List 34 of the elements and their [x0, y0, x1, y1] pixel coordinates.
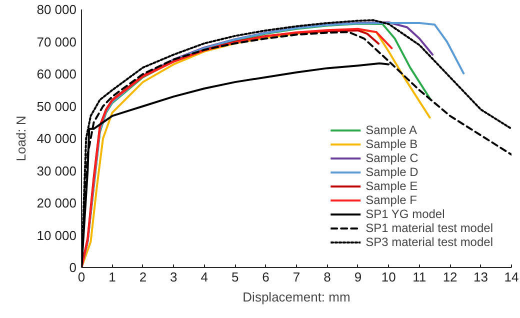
x-tick-label: 14 — [504, 270, 519, 284]
legend-label: Sample F — [366, 193, 417, 207]
y-tick-label: 60 000 — [36, 66, 77, 82]
y-tick-label: 80 000 — [36, 2, 77, 17]
legend-label: SP1 YG model — [366, 207, 445, 221]
y-tick-label: 50 000 — [36, 98, 77, 114]
x-tick-label: 7 — [292, 270, 300, 284]
x-tick-label: 5 — [231, 270, 239, 284]
x-tick-label: 8 — [324, 270, 331, 284]
x-tick-label: 10 — [381, 270, 396, 284]
legend-label: Sample E — [366, 179, 418, 193]
x-tick-label: 12 — [442, 270, 458, 284]
y-tick-label: 0 — [69, 260, 77, 275]
legend-label: Sample A — [366, 123, 417, 137]
x-tick-label: 2 — [139, 270, 147, 284]
legend-label: Sample C — [366, 151, 418, 165]
x-tick-label: 9 — [354, 270, 362, 284]
legend-label: SP1 material test model — [366, 221, 493, 235]
y-axis-title: Load: N — [14, 116, 29, 162]
y-tick-label: 10 000 — [36, 228, 77, 243]
y-tick-label: 20 000 — [36, 196, 77, 210]
y-tick-label: 40 000 — [36, 131, 77, 146]
x-tick-label: 4 — [200, 270, 208, 284]
x-tick-label: 1 — [108, 270, 116, 284]
x-tick-label: 13 — [474, 270, 488, 284]
x-axis-title: Displacement: mm — [242, 290, 350, 304]
y-tick-label: 30 000 — [36, 163, 77, 178]
legend-label: Sample D — [366, 165, 418, 179]
legend-label: SP3 material test model — [366, 235, 493, 249]
y-tick-label: 70 000 — [36, 34, 77, 50]
x-tick-label: 11 — [412, 270, 426, 284]
legend-label: Sample B — [366, 137, 418, 151]
x-tick-label: 3 — [170, 270, 178, 284]
x-tick-label: 6 — [262, 270, 270, 284]
